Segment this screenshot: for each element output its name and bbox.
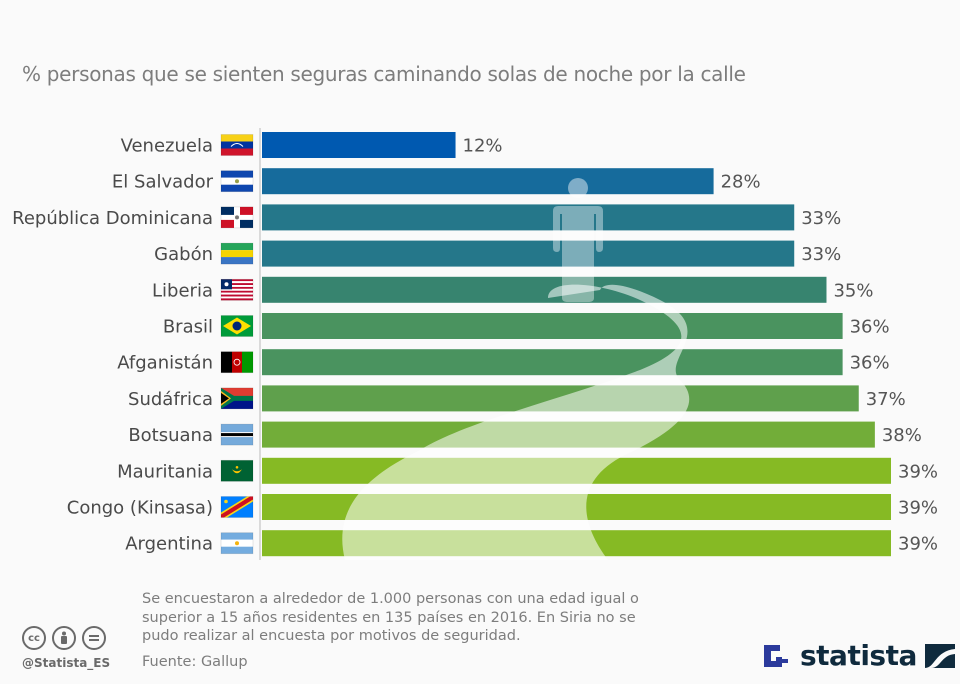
venezuela-flag-icon [220,134,254,156]
category-label: Venezuela [121,136,213,157]
botswana-flag-icon [220,423,254,446]
category-label: El Salvador [112,172,214,193]
liberia-flag-icon [220,278,254,301]
bar [262,240,795,267]
statista-wave-icon [924,644,955,668]
category-label: Brasil [163,317,213,338]
category-label: República Dominicana [12,208,213,229]
category-label: Argentina [125,534,213,555]
el-salvador-flag-icon [220,170,254,193]
value-label: 39% [898,461,938,482]
argentina-flag-icon [220,532,254,555]
statista-logo[interactable]: statista [762,642,955,670]
south-africa-flag-icon [220,387,254,410]
person-head [568,178,588,198]
dr-congo-flag-icon [220,496,254,518]
path-shape [342,284,690,560]
value-label: 35% [833,280,873,301]
footer-note: Se encuestaron a alrededor de 1.000 pers… [142,591,639,644]
bar [262,276,827,303]
license-icons: cc [22,626,106,650]
category-label: Botsuana [128,425,213,446]
category-label: Liberia [152,280,213,301]
afghanistan-flag-icon [220,351,254,374]
category-label: Gabón [154,244,213,265]
dominican-republic-flag-icon [220,206,254,229]
twitter-handle: @Statista_ES [22,656,111,670]
value-label: 36% [850,317,890,338]
bar [262,204,795,231]
value-label: 39% [898,498,938,519]
category-label: Afganistán [117,353,213,374]
creative-commons-icon: cc [22,626,46,650]
category-label: Mauritania [117,461,213,482]
value-label: 28% [721,172,761,193]
mauritania-flag-icon [220,459,254,482]
value-label: 36% [850,353,890,374]
bar [262,349,843,376]
statista-mark-icon [764,645,788,667]
value-label: 12% [463,136,503,157]
gabon-flag-icon [220,242,254,265]
no-derivatives-icon [82,626,106,650]
bar-chart: Venezuela 12% El Salvador 28% República Domi… [12,128,938,560]
value-label: 37% [866,389,906,410]
bar [262,132,456,158]
category-label: Sudáfrica [128,389,213,410]
chart-title: % personas que se sienten seguras camina… [22,62,746,86]
source-text: Fuente: Gallup [142,654,248,670]
brazil-flag-icon [220,315,254,337]
category-label: Congo (Kinsasa) [67,498,213,519]
bar [262,313,843,339]
person-body [553,206,603,302]
value-label: 39% [898,534,938,555]
value-label: 33% [801,244,841,265]
attribution-icon [52,626,76,650]
value-label: 33% [801,208,841,229]
person-walking-path-illustration [342,178,690,560]
value-label: 38% [882,425,922,446]
bar [262,168,714,195]
statista-logo-text: statista [800,639,917,672]
